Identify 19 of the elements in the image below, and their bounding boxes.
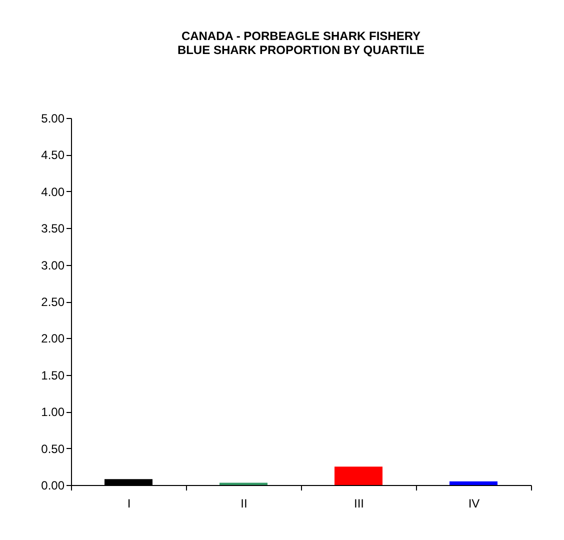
x-tick-label: I	[127, 496, 131, 510]
y-tick-label: 1.00	[41, 405, 65, 420]
x-tick-label: IV	[468, 496, 480, 510]
y-tick-label: 0.50	[41, 442, 65, 456]
chart-subtitle: BLUE SHARK PROPORTION BY QUARTILE	[177, 43, 425, 57]
y-tick-label: 2.50	[41, 295, 65, 309]
x-tick-label: II	[240, 496, 248, 510]
x-tick-label: III	[354, 496, 364, 510]
y-tick-label: 1.50	[41, 368, 65, 382]
bar	[334, 466, 382, 485]
chart-title: CANADA - PORBEAGLE SHARK FISHERY	[181, 29, 421, 43]
y-tick-label: 0.00	[41, 478, 65, 492]
bar	[450, 481, 498, 485]
y-tick-label: 5.00	[41, 112, 65, 126]
y-tick-label: 4.00	[41, 184, 65, 199]
y-tick-label: 3.00	[41, 258, 65, 272]
y-tick-label: 3.50	[41, 222, 65, 236]
y-tick-label: 4.50	[41, 148, 65, 162]
y-tick-label: 2.00	[41, 332, 65, 346]
